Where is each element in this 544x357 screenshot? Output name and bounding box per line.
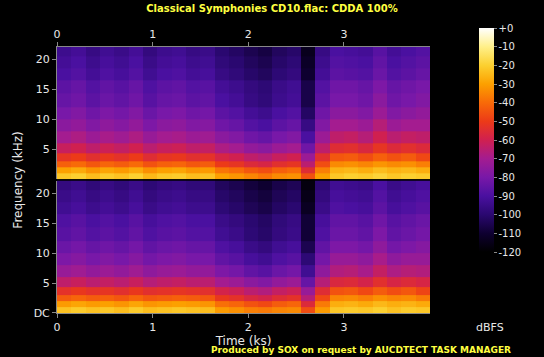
svg-text:dBFS: dBFS [476,321,504,334]
svg-text:10: 10 [36,247,50,260]
svg-text:0: 0 [54,321,61,334]
svg-text:DC: DC [34,307,50,320]
svg-text:-70: -70 [499,153,515,164]
svg-text:-20: -20 [499,60,515,71]
svg-text:-30: -30 [499,79,515,90]
svg-text:10: 10 [36,113,50,126]
svg-text:-10: -10 [499,41,515,52]
svg-text:1: 1 [149,28,156,41]
svg-text:20: 20 [36,53,50,66]
svg-text:-120: -120 [499,247,522,258]
svg-text:-40: -40 [499,97,515,108]
svg-text:15: 15 [36,83,50,96]
svg-text:20: 20 [36,187,50,200]
svg-text:Classical Symphonies CD10.flac: Classical Symphonies CD10.flac: CDDA 100… [146,3,397,14]
svg-text:-80: -80 [499,172,515,183]
svg-text:5: 5 [43,277,50,290]
svg-text:-90: -90 [499,191,515,202]
svg-text:5: 5 [43,143,50,156]
svg-text:3: 3 [340,28,347,41]
svg-text:-50: -50 [499,116,515,127]
svg-text:0: 0 [54,28,61,41]
svg-text:Produced by SOX on request by: Produced by SOX on request by AUCDTECT T… [211,345,511,355]
svg-text:2: 2 [245,321,252,334]
svg-text:3: 3 [340,321,347,334]
svg-text:1: 1 [149,321,156,334]
svg-text:15: 15 [36,217,50,230]
svg-text:Frequency (kHz): Frequency (kHz) [11,131,25,228]
svg-text:-60: -60 [499,135,515,146]
svg-text:-110: -110 [499,228,522,239]
svg-text:-100: -100 [499,209,522,220]
svg-text:+0: +0 [499,23,514,34]
svg-text:2: 2 [245,28,252,41]
svg-text:Time (ks): Time (ks) [215,334,272,348]
